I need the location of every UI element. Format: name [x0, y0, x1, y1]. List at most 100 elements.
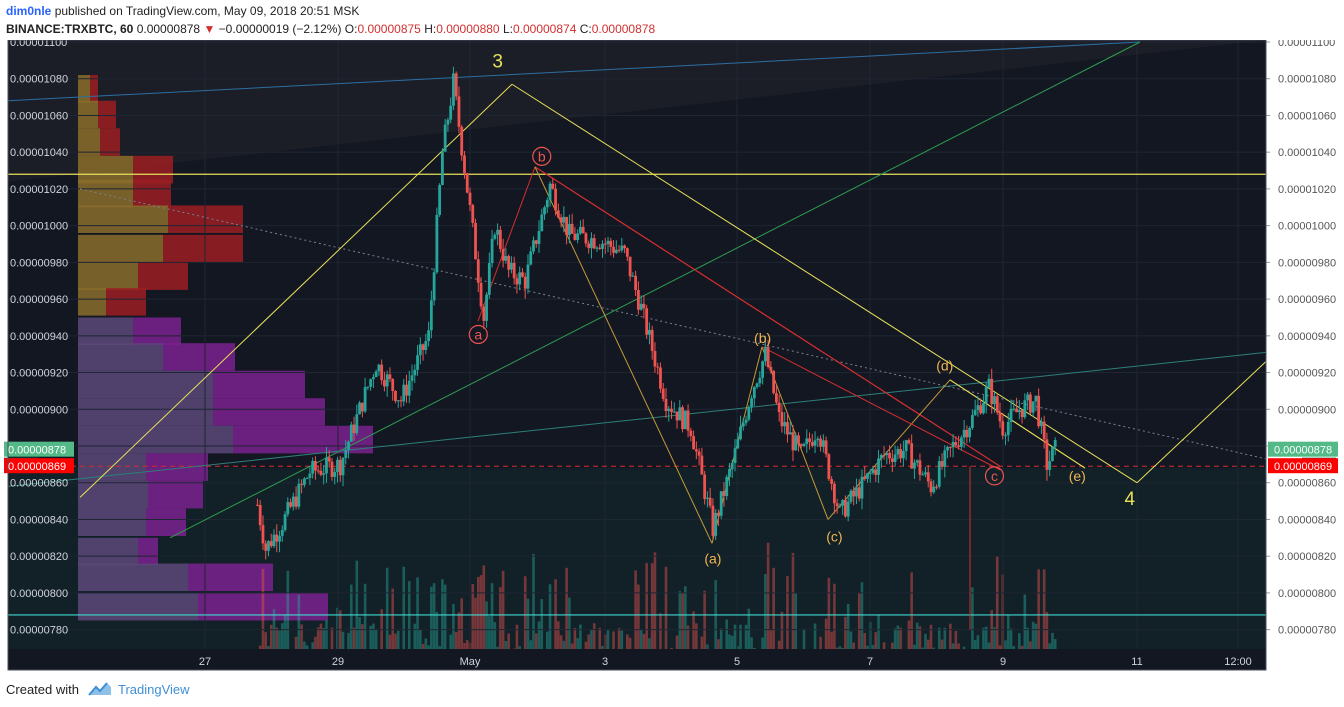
volume-bar [471, 584, 475, 668]
volume-bar [659, 613, 662, 668]
candle-body [995, 396, 999, 413]
volume-bar [300, 624, 303, 668]
candle-body [1034, 395, 1038, 402]
volume-bar [430, 586, 433, 668]
wave-c-leg [534, 166, 1001, 467]
candle-body [424, 341, 428, 350]
close-value: 0.00000878 [591, 22, 656, 36]
candle-body [863, 476, 867, 479]
candle-body [482, 306, 486, 321]
candle-body [763, 346, 767, 362]
volume-bar [982, 627, 985, 668]
wave-label-circle [984, 466, 1005, 486]
candle-body [371, 377, 375, 380]
x-tick-label: 7 [867, 656, 873, 668]
candle-body [805, 438, 809, 444]
candle-body [396, 400, 400, 402]
volume-profile-up-bar [78, 128, 100, 156]
candle-body [316, 470, 320, 472]
candle-body [614, 249, 618, 253]
candle-body [267, 541, 270, 551]
candle-body [752, 387, 756, 399]
tradingview-logo-icon[interactable] [88, 681, 112, 697]
candle-body [407, 380, 411, 396]
tradingview-link[interactable]: TradingView [118, 682, 190, 697]
y-tick-label-left: 0.00000960 [10, 294, 68, 306]
candle-body [485, 294, 488, 321]
candle-body [280, 529, 284, 536]
candle-body [302, 478, 306, 485]
candle-body [476, 259, 480, 283]
candle-body [289, 502, 292, 507]
candle-body [559, 217, 563, 223]
candle-body [341, 457, 345, 476]
volume-bar [457, 612, 461, 668]
candle-body [636, 289, 640, 310]
candle-body [758, 377, 762, 384]
candle-body [766, 346, 770, 368]
volume-profile-down-bar [133, 317, 181, 345]
candle-body [1015, 408, 1018, 413]
publish-info: published on TradingView.com, May 09, 20… [51, 4, 360, 18]
candle-body [929, 481, 933, 493]
low-value: 0.00000874 [512, 22, 577, 36]
volume-bar [1045, 611, 1049, 668]
last-price: 0.00000878 [136, 22, 201, 36]
price-badge [4, 458, 74, 474]
volume-profile-up-bar [78, 288, 106, 316]
symbol-label[interactable]: BINANCE:TRXBTC, 60 [6, 22, 134, 36]
candle-body [799, 444, 803, 446]
candle-body [987, 378, 991, 388]
candle-body [457, 96, 461, 127]
volume-bar [943, 627, 947, 668]
candle-body [924, 472, 927, 475]
candle-body [697, 451, 701, 456]
candle-body [990, 378, 994, 405]
x-tick-label: 9 [1000, 656, 1006, 668]
price-chart[interactable]: 3 b a (a) (b) (c) (d) c (e) 4 0.00001100 0.0000110… [0, 37, 1344, 671]
candle-body [813, 440, 817, 446]
author-link[interactable]: dim0nle [6, 4, 52, 18]
y-tick-label-left: 0.00000780 [10, 625, 68, 637]
volume-bar [653, 552, 657, 668]
candle-body [970, 415, 974, 428]
candle-body [717, 512, 720, 516]
candle-body [1028, 394, 1032, 413]
candle-body [402, 384, 406, 402]
volume-bar [844, 616, 847, 668]
candle-body [670, 408, 673, 412]
candle-body [532, 240, 535, 252]
candle-body [664, 398, 668, 412]
candle-body [783, 422, 787, 427]
open-value: 0.00000875 [357, 22, 421, 36]
candle-body [452, 73, 455, 106]
candle-body [846, 501, 850, 517]
chart-canvas[interactable]: 3 b a (a) (b) (c) (d) c (e) 4 0.00001100 0.0000110… [0, 37, 1344, 671]
volume-bar [744, 624, 748, 668]
candle-body [1031, 401, 1035, 413]
open-label: O: [344, 22, 358, 36]
candle-body [471, 205, 475, 223]
volume-bar [846, 603, 850, 668]
candle-body [468, 192, 472, 206]
candle-body [973, 410, 977, 416]
candle-body [598, 247, 602, 249]
candle-body [383, 380, 386, 387]
candle-body [935, 486, 938, 488]
volume-bar [949, 623, 952, 668]
candle-body [617, 249, 621, 251]
volume-bar [493, 622, 497, 668]
candle-body [581, 226, 585, 234]
candle-body [545, 200, 549, 208]
candle-body [659, 367, 662, 389]
candle-body [835, 503, 839, 507]
y-tick-label-right: 0.00000860 [1278, 478, 1336, 490]
volume-bar [499, 587, 502, 668]
volume-bar [358, 617, 361, 668]
volume-bar [918, 626, 922, 668]
candle-body [675, 411, 679, 421]
volume-profile-up-bar [78, 370, 213, 399]
high-value: 0.00000880 [436, 22, 500, 36]
candle-body [968, 427, 972, 438]
candle-body [1053, 440, 1057, 447]
